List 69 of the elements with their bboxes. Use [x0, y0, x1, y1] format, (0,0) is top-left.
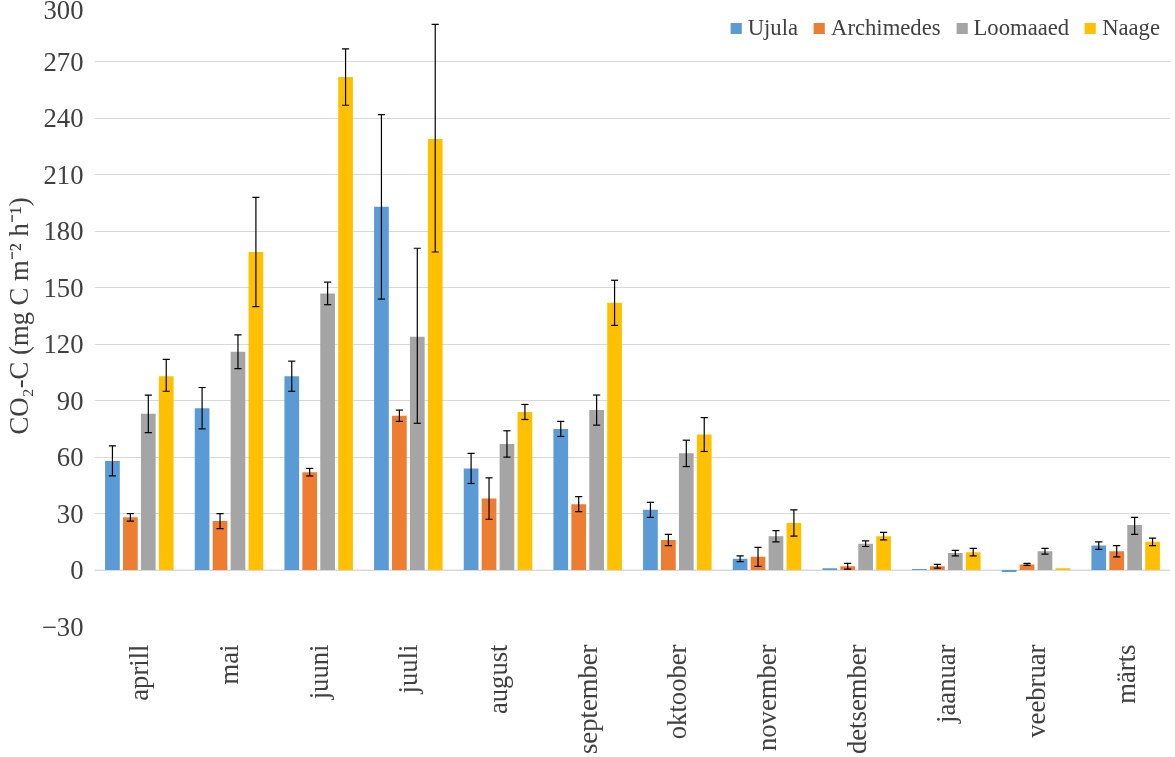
- y-tick-label: 0: [70, 555, 84, 586]
- bar: [158, 376, 174, 571]
- x-tick-label: oktoober: [662, 644, 693, 740]
- x-tick-label: aprill: [124, 644, 155, 701]
- bar: [571, 504, 587, 571]
- x-tick-label: mai: [214, 644, 244, 685]
- bar: [696, 434, 712, 571]
- y-tick-label: 180: [43, 216, 84, 247]
- y-tick-label: −30: [41, 611, 84, 642]
- x-tick-label: jaanuar: [931, 644, 962, 724]
- x-tick-label: märts: [1110, 644, 1141, 704]
- bar: [463, 468, 479, 571]
- bar: [786, 523, 802, 571]
- bar: [248, 252, 264, 571]
- bar: [1109, 551, 1125, 571]
- bar: [320, 293, 335, 571]
- bar: [947, 553, 963, 571]
- bar: [123, 517, 138, 571]
- y-tick-label: 210: [43, 159, 84, 190]
- bar: [105, 460, 120, 571]
- bar: [858, 543, 873, 571]
- x-tick-label: september: [572, 644, 603, 755]
- bar: [607, 302, 622, 571]
- bar: [965, 552, 981, 571]
- y-tick-label: 90: [56, 385, 84, 416]
- y-tick-label: 270: [43, 46, 84, 77]
- bar: [517, 411, 533, 571]
- bar: [1037, 551, 1053, 571]
- bar: [212, 521, 228, 571]
- bar: [140, 413, 156, 571]
- bar: [499, 443, 515, 571]
- bar: [732, 558, 748, 571]
- bar: [1091, 545, 1107, 571]
- bar: [643, 509, 658, 571]
- bar: [284, 376, 300, 571]
- y-tick-label: 120: [43, 329, 84, 360]
- bar: [768, 536, 784, 571]
- x-tick-label: juuni: [303, 644, 334, 701]
- bar: [427, 139, 443, 571]
- x-tick-label: detsember: [841, 644, 872, 755]
- x-tick-label: november: [752, 644, 782, 752]
- y-axis-title: CO₂-C (mg C m⁻² h⁻¹): [3, 197, 34, 435]
- bar: [374, 206, 389, 571]
- bar: [230, 351, 246, 571]
- legend-label: Ujula: [747, 15, 799, 41]
- y-tick-label: 150: [43, 272, 84, 303]
- bar: [876, 536, 891, 571]
- bar: [589, 410, 604, 571]
- y-tick-label: 60: [56, 442, 84, 473]
- bar: [392, 415, 407, 571]
- bar: [1145, 541, 1160, 571]
- legend-label: Naage: [1102, 15, 1160, 41]
- y-tick-label: 240: [43, 103, 84, 134]
- x-tick-label: veebruar: [1021, 644, 1051, 738]
- bar: [338, 77, 353, 571]
- bar: [409, 336, 425, 571]
- x-tick-label: juuli: [393, 644, 424, 695]
- legend-label: Archimedes: [831, 15, 941, 41]
- bar: [661, 539, 676, 571]
- bar: [1127, 524, 1142, 571]
- x-tick-label: august: [483, 643, 513, 715]
- bar: [553, 428, 569, 571]
- legend-label: Loomaaed: [973, 15, 1070, 41]
- y-tick-label: 300: [43, 0, 84, 25]
- bar: [481, 498, 497, 571]
- bar: [194, 408, 210, 571]
- bar: [302, 472, 318, 571]
- y-tick-label: 30: [56, 498, 84, 529]
- bar: [678, 453, 694, 571]
